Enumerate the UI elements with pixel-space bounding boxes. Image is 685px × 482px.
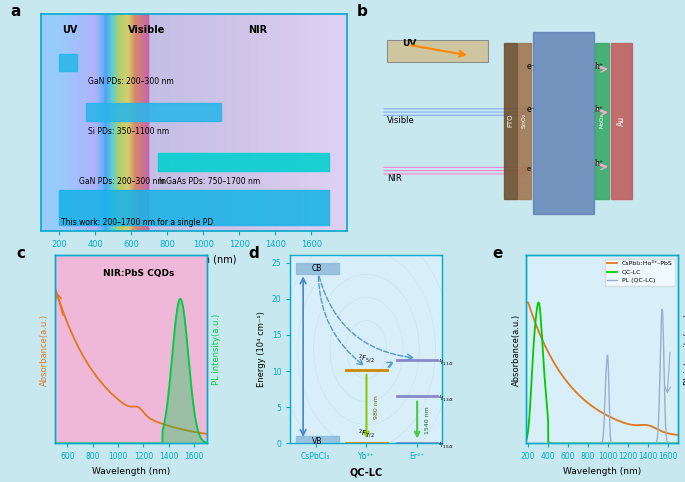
Text: GaN PDs: 200–300 nm: GaN PDs: 200–300 nm — [88, 77, 174, 86]
Bar — [295, 263, 338, 274]
Text: NIR: NIR — [387, 174, 402, 184]
Bar — [59, 54, 77, 71]
Bar — [59, 190, 329, 225]
Text: c: c — [17, 246, 26, 261]
Bar — [158, 153, 329, 171]
Bar — [503, 43, 517, 199]
Text: VB: VB — [312, 438, 322, 446]
Text: FTO: FTO — [508, 114, 513, 128]
Y-axis label: PL intensity(a.u.): PL intensity(a.u.) — [212, 314, 221, 385]
Text: d: d — [248, 246, 259, 261]
Text: GaN PDs: 200–300 nm: GaN PDs: 200–300 nm — [79, 177, 164, 186]
Text: $^2F_{7/2}$: $^2F_{7/2}$ — [358, 427, 375, 440]
Text: $^4I_{11/2}$: $^4I_{11/2}$ — [438, 358, 454, 367]
Text: h⁺: h⁺ — [594, 159, 603, 168]
Bar — [611, 43, 632, 199]
X-axis label: QC-LC: QC-LC — [350, 467, 383, 477]
Bar — [86, 104, 221, 120]
Text: InGaAs PDs: 750–1700 nm: InGaAs PDs: 750–1700 nm — [159, 177, 260, 186]
Text: b: b — [357, 4, 367, 19]
Text: SnO₂: SnO₂ — [522, 113, 527, 128]
Text: This work: 200–1700 nm for a single PD: This work: 200–1700 nm for a single PD — [61, 218, 213, 227]
Text: a: a — [10, 4, 21, 19]
Y-axis label: Energy (10⁴ cm⁻¹): Energy (10⁴ cm⁻¹) — [258, 311, 266, 388]
Y-axis label: Absorbance(a.u.): Absorbance(a.u.) — [512, 313, 521, 386]
Text: h⁺: h⁺ — [594, 62, 603, 71]
Text: Visible: Visible — [387, 116, 415, 125]
Text: MoO₃: MoO₃ — [599, 113, 605, 128]
Text: $^4I_{15/2}$: $^4I_{15/2}$ — [438, 441, 454, 450]
Text: Si PDs: 350–1100 nm: Si PDs: 350–1100 nm — [88, 127, 169, 136]
Bar — [595, 43, 609, 199]
Text: NIR: NIR — [248, 25, 267, 35]
Text: UV: UV — [403, 39, 417, 48]
Y-axis label: PL intensity(a.u.): PL intensity(a.u.) — [684, 314, 685, 385]
Text: $^4I_{13/2}$: $^4I_{13/2}$ — [438, 394, 454, 403]
Text: 980 nm: 980 nm — [374, 395, 379, 419]
Text: UV: UV — [62, 25, 77, 35]
Y-axis label: Absorbance(a.u.): Absorbance(a.u.) — [40, 313, 49, 386]
Text: e⁻: e⁻ — [527, 62, 535, 71]
Text: $^2F_{5/2}$: $^2F_{5/2}$ — [358, 352, 375, 365]
X-axis label: Wavelength (nm): Wavelength (nm) — [152, 255, 236, 265]
Polygon shape — [387, 40, 488, 62]
Text: CB: CB — [312, 264, 322, 273]
Legend: CsPbI₂:Ho³⁺–PbS, QC-LC, PL (QC-LC): CsPbI₂:Ho³⁺–PbS, QC-LC, PL (QC-LC) — [605, 258, 675, 286]
Text: e: e — [493, 246, 503, 261]
Bar — [533, 32, 594, 214]
Text: e⁠: e⁠ — [527, 166, 531, 172]
Bar — [519, 43, 531, 199]
Text: h⁺: h⁺ — [594, 105, 603, 114]
Text: Au: Au — [617, 116, 626, 126]
Text: e⁻: e⁻ — [527, 105, 535, 114]
X-axis label: Wavelength (nm): Wavelength (nm) — [563, 467, 641, 476]
Bar — [295, 436, 338, 447]
Text: Visible: Visible — [127, 25, 165, 35]
Text: 1540 nm: 1540 nm — [425, 406, 429, 434]
Text: NIR:PbS CQDs: NIR:PbS CQDs — [103, 268, 174, 278]
X-axis label: Wavelength (nm): Wavelength (nm) — [92, 467, 170, 476]
